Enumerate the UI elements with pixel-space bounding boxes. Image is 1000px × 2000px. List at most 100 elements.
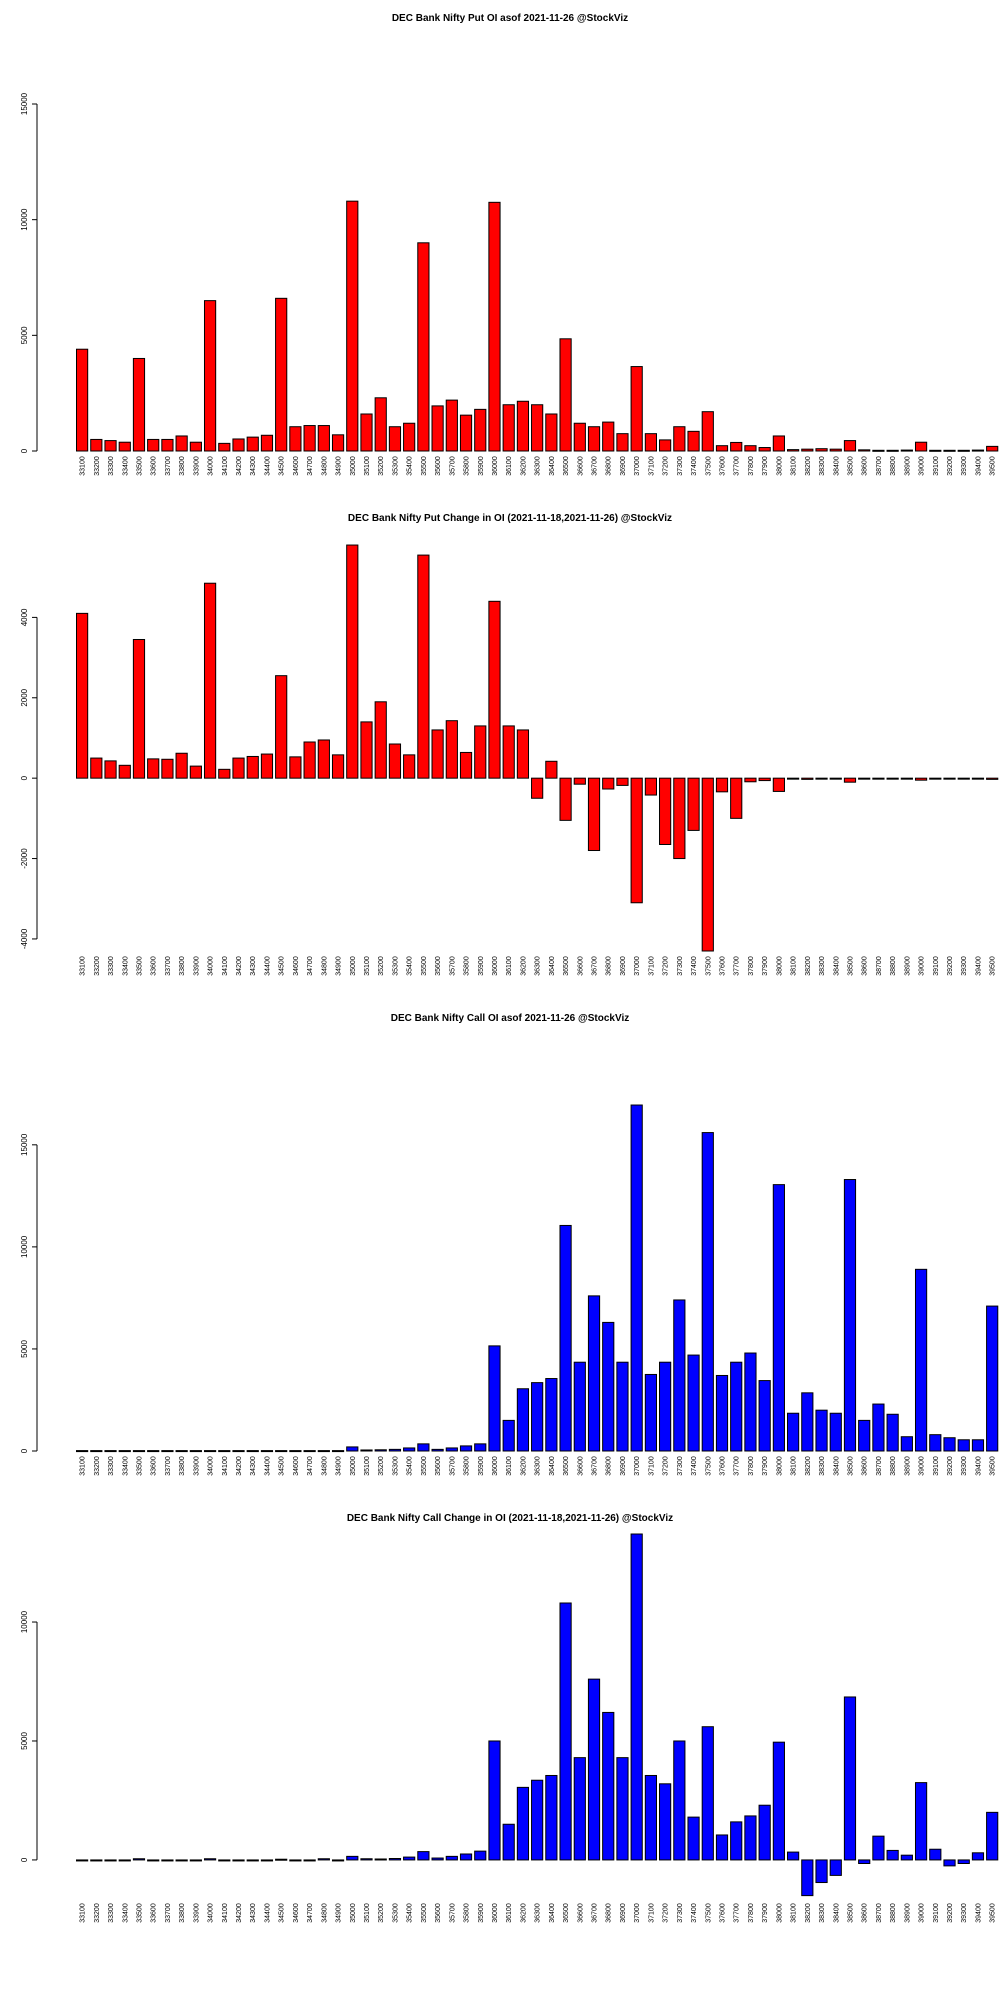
x-tick-label: 38900 (904, 956, 911, 976)
x-tick-label: 34700 (307, 1456, 314, 1476)
x-tick-label: 38400 (833, 456, 840, 476)
x-tick-label: 38900 (904, 1456, 911, 1476)
x-tick-label: 37700 (734, 1456, 741, 1476)
bar (189, 765, 202, 779)
x-tick-label: 38200 (805, 956, 812, 976)
bar (715, 445, 729, 452)
bar (971, 1852, 985, 1861)
x-tick-label: 33100 (80, 456, 87, 476)
bar (360, 1858, 373, 1861)
bar (957, 449, 970, 452)
bar (858, 777, 871, 780)
bar (701, 411, 714, 452)
x-tick-label: 36600 (577, 1456, 584, 1476)
y-tick-label: 5000 (20, 326, 29, 344)
x-tick-label: 36600 (577, 1903, 584, 1923)
bar (843, 1179, 857, 1452)
x-tick-label: 37000 (634, 956, 641, 976)
x-tick-label: 38100 (791, 456, 798, 476)
bar (573, 422, 586, 452)
x-tick-label: 37100 (648, 1903, 655, 1923)
y-tick-label: 10000 (20, 1610, 29, 1633)
x-tick-label: 38600 (862, 1903, 869, 1923)
x-tick-label: 37600 (720, 1456, 727, 1476)
bar (943, 1859, 956, 1867)
bar (474, 1443, 487, 1452)
x-tick-label: 35900 (478, 1456, 485, 1476)
x-tick-label: 35400 (407, 1456, 414, 1476)
bar (815, 448, 828, 452)
x-tick-label: 35300 (392, 1903, 399, 1923)
bar (374, 1858, 387, 1861)
x-tick-label: 37600 (720, 1903, 727, 1923)
bar (801, 777, 814, 780)
bar (914, 777, 928, 781)
bar (76, 612, 89, 779)
bar (673, 777, 686, 860)
bar (829, 777, 842, 780)
bar (147, 1450, 160, 1453)
bar (417, 554, 430, 779)
x-tick-label: 34300 (250, 956, 257, 976)
x-tick-label: 34000 (208, 456, 215, 476)
x-tick-label: 36500 (563, 456, 570, 476)
x-tick-label: 39200 (947, 1903, 954, 1923)
x-tick-label: 39300 (961, 956, 968, 976)
bar (303, 425, 316, 452)
x-tick-label: 39400 (975, 1456, 982, 1476)
x-tick-label: 34100 (222, 1456, 229, 1476)
bar (289, 1859, 302, 1862)
bar (559, 338, 572, 452)
x-tick-label: 34900 (336, 1456, 343, 1476)
bar (132, 357, 146, 452)
bar (431, 1857, 444, 1861)
bar (388, 743, 402, 779)
x-tick-label: 37800 (748, 956, 755, 976)
bar (317, 425, 330, 452)
x-tick-label: 33200 (94, 1903, 101, 1923)
bar (602, 421, 615, 452)
bar (644, 1373, 657, 1452)
x-tick-label: 37500 (705, 1903, 712, 1923)
x-tick-label: 38100 (791, 1903, 798, 1923)
y-tick-label: 0 (20, 775, 29, 780)
x-tick-label: 38200 (805, 456, 812, 476)
bar (715, 1374, 729, 1452)
y-tick-label: 10000 (20, 208, 29, 231)
bar (602, 1711, 615, 1861)
bar (701, 777, 714, 952)
bar (787, 1851, 800, 1861)
bar (459, 1853, 473, 1861)
x-tick-label: 34800 (321, 456, 328, 476)
bar (943, 449, 956, 452)
x-tick-label: 35900 (478, 456, 485, 476)
x-tick-label: 35400 (407, 456, 414, 476)
bar (858, 449, 871, 452)
x-tick-label: 37400 (691, 956, 698, 976)
x-tick-label: 35500 (421, 956, 428, 976)
bar (602, 1321, 615, 1452)
x-tick-label: 34500 (279, 456, 286, 476)
bar (829, 1859, 842, 1876)
bar (587, 1295, 601, 1452)
x-tick-label: 33800 (179, 1456, 186, 1476)
bar (986, 1305, 999, 1452)
x-tick-label: 38800 (890, 1456, 897, 1476)
x-tick-label: 36300 (535, 1903, 542, 1923)
bar (943, 777, 956, 780)
x-tick-label: 36700 (592, 1456, 599, 1476)
bar (331, 434, 345, 452)
x-tick-label: 34100 (222, 456, 229, 476)
bar (559, 1224, 572, 1452)
bar (886, 1849, 899, 1861)
chart-title: DEC Bank Nifty Call OI asof 2021-11-26 @… (391, 1013, 630, 1024)
x-tick-label: 38600 (862, 456, 869, 476)
bar (232, 1450, 245, 1453)
bar (303, 1859, 316, 1862)
x-tick-label: 35100 (364, 956, 371, 976)
x-tick-label: 36700 (592, 956, 599, 976)
x-tick-label: 36900 (620, 956, 627, 976)
bar (488, 600, 501, 779)
bar (630, 777, 643, 904)
x-tick-label: 34300 (250, 1903, 257, 1923)
